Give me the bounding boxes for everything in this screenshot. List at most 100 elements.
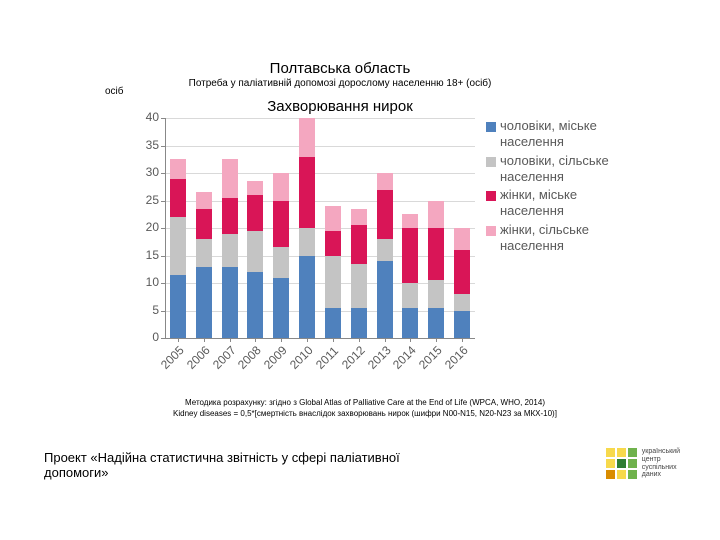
x-tick-label: 2007 (210, 343, 239, 372)
y-tick-label: 25 (131, 193, 159, 207)
x-tick-mark (436, 338, 437, 342)
bar-segment (299, 256, 315, 339)
bar-segment (170, 179, 186, 218)
bar-segment (325, 231, 341, 256)
logo-cell (617, 470, 626, 479)
bar-segment (428, 280, 444, 308)
x-tick-label: 2009 (261, 343, 290, 372)
bar-segment (299, 118, 315, 157)
legend-item: чоловіки, сільське населення (486, 153, 610, 186)
bar-segment (454, 228, 470, 250)
bar-segment (402, 214, 418, 228)
bar-segment (299, 157, 315, 229)
y-tick-label: 15 (131, 248, 159, 262)
bar-segment (454, 250, 470, 294)
x-tick-mark (462, 338, 463, 342)
bar-segment (247, 231, 263, 272)
bar-segment (196, 209, 212, 239)
chart-subtitle: Потреба у паліативній допомозі дорослому… (170, 78, 510, 89)
gridline (165, 118, 475, 119)
bar-segment (351, 308, 367, 338)
bar-segment (377, 190, 393, 240)
bar-segment (325, 206, 341, 231)
logo-cell (606, 459, 615, 468)
bar-segment (273, 278, 289, 339)
x-axis (165, 338, 475, 339)
x-tick-mark (281, 338, 282, 342)
x-tick-mark (230, 338, 231, 342)
x-tick-label: 2006 (184, 343, 213, 372)
bar-segment (196, 192, 212, 209)
x-tick-mark (385, 338, 386, 342)
bar-segment (222, 267, 238, 339)
logo-text-line: суспільних (642, 464, 680, 472)
x-tick-label: 2010 (287, 343, 316, 372)
method-note-2: Kidney diseases = 0,5*[смертність внаслі… (150, 409, 580, 418)
bar-segment (377, 261, 393, 338)
logo-text-line: український (642, 448, 680, 456)
bar-segment (247, 272, 263, 338)
x-tick-mark (204, 338, 205, 342)
bar-segment (351, 264, 367, 308)
logo-cell (628, 448, 637, 457)
logo-text-line: центр (642, 456, 680, 464)
bar-segment (325, 256, 341, 308)
gridline (165, 146, 475, 147)
legend-item: жінки, міське населення (486, 187, 610, 220)
legend-swatch (486, 157, 496, 167)
bar-segment (402, 308, 418, 338)
y-tick-label: 30 (131, 165, 159, 179)
plot-area: 0510152025303540 (165, 118, 475, 338)
bar-segment (325, 308, 341, 338)
legend-label: жінки, сільське населення (500, 222, 610, 255)
y-tick-label: 10 (131, 275, 159, 289)
bar-segment (428, 201, 444, 229)
project-caption: Проект «Надійна статистична звітність у … (44, 450, 444, 480)
bar-segment (299, 228, 315, 256)
bar-segment (351, 209, 367, 226)
bar-segment (402, 228, 418, 283)
x-tick-mark (307, 338, 308, 342)
logo-cell (617, 459, 626, 468)
legend-swatch (486, 226, 496, 236)
bar-segment (222, 159, 238, 198)
x-tick-label: 2005 (158, 343, 187, 372)
legend-swatch (486, 122, 496, 132)
x-tick-mark (410, 338, 411, 342)
y-axis (165, 118, 166, 338)
bar-segment (196, 267, 212, 339)
bar-segment (454, 311, 470, 339)
chart-series-title: Захворювання нирок (170, 98, 510, 115)
bar-segment (247, 181, 263, 195)
bar-segment (170, 159, 186, 178)
x-tick-mark (359, 338, 360, 342)
x-tick-label: 2012 (339, 343, 368, 372)
bar-segment (170, 217, 186, 275)
bar-segment (247, 195, 263, 231)
legend-label: чоловіки, міське населення (500, 118, 610, 151)
logo-cell (617, 448, 626, 457)
legend-item: чоловіки, міське населення (486, 118, 610, 151)
legend-item: жінки, сільське населення (486, 222, 610, 255)
logo-cell (628, 470, 637, 479)
legend-swatch (486, 191, 496, 201)
x-tick-label: 2015 (416, 343, 445, 372)
x-tick-label: 2011 (313, 344, 341, 372)
bar-segment (273, 247, 289, 277)
logo-cell (628, 459, 637, 468)
y-tick-label: 40 (131, 110, 159, 124)
bar-segment (428, 228, 444, 280)
bar-segment (454, 294, 470, 311)
bar-segment (377, 173, 393, 190)
org-logo: українськийцентрсуспільнихданих (606, 448, 680, 479)
bar-segment (273, 201, 289, 248)
method-note-1: Методика розрахунку: згідно з Global Atl… (150, 398, 580, 407)
bar-segment (351, 225, 367, 264)
logo-text: українськийцентрсуспільнихданих (642, 448, 680, 479)
logo-cell (606, 470, 615, 479)
chart-title: Полтавська область (170, 60, 510, 77)
y-axis-label: осіб (105, 86, 124, 97)
x-tick-label: 2008 (235, 343, 264, 372)
y-tick-label: 20 (131, 220, 159, 234)
bar-segment (222, 198, 238, 234)
